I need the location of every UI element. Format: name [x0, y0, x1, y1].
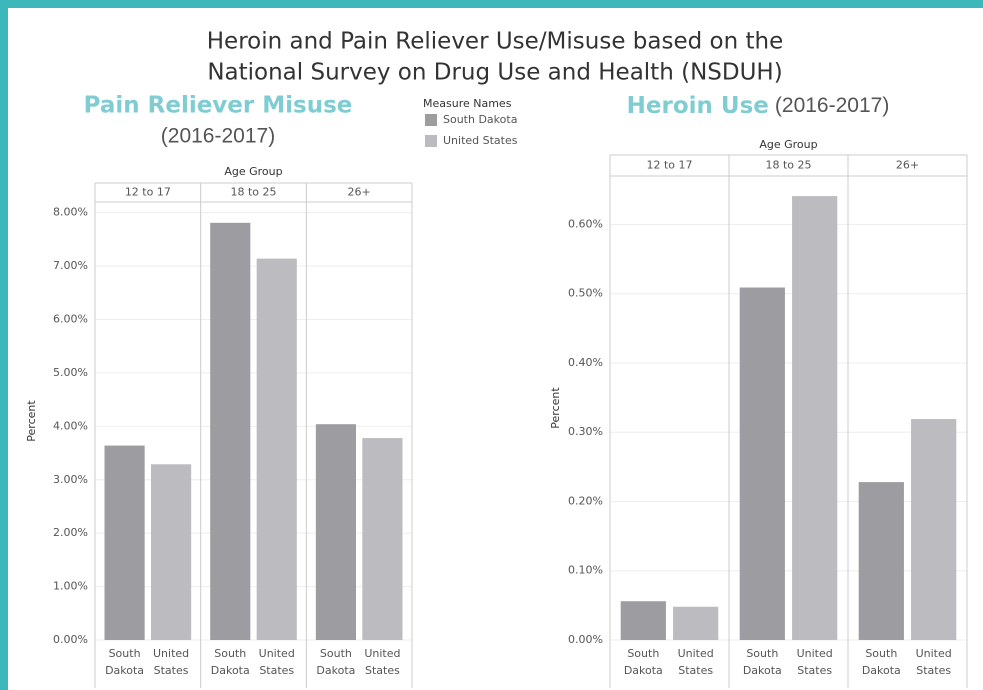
chart-subtitle: (2016-2017)	[161, 125, 275, 148]
bar	[792, 196, 838, 640]
y-tick-label: 0.60%	[568, 217, 603, 230]
x-label-box: South Dakota	[861, 647, 901, 677]
y-tick-label: 0.10%	[568, 564, 603, 577]
y-tick-label: 0.00%	[53, 633, 88, 646]
x-tick-label: South Dakota	[210, 647, 250, 677]
legend-label: United States	[443, 134, 518, 147]
facet-label: 12 to 17	[646, 159, 692, 172]
bar	[210, 222, 251, 640]
x-tick-label: United States	[796, 647, 833, 677]
main-title: Heroin and Pain Reliever Use/Misuse base…	[207, 29, 784, 55]
bar	[739, 287, 785, 640]
legend-swatch	[425, 135, 437, 147]
y-axis-title: Percent	[549, 387, 562, 429]
y-tick-label: 2.00%	[53, 526, 88, 539]
bar	[911, 419, 957, 640]
y-tick-label: 0.20%	[568, 494, 603, 507]
y-tick-label: 4.00%	[53, 419, 88, 432]
bar	[858, 482, 904, 640]
y-tick-label: 3.00%	[53, 473, 88, 486]
bar	[151, 464, 192, 640]
chart-subtitle: (2016-2017)	[775, 94, 889, 117]
x-tick-label: South Dakota	[742, 647, 782, 677]
bar	[673, 606, 719, 640]
facet-label: 18 to 25	[765, 159, 811, 172]
facet-label: 26+	[896, 159, 919, 172]
bar	[104, 445, 145, 640]
main-title: National Survey on Drug Use and Health (…	[207, 60, 782, 86]
x-label-box: United States	[677, 647, 714, 677]
x-label-box: South Dakota	[105, 647, 145, 677]
x-tick-label: South Dakota	[105, 647, 145, 677]
x-tick-label: South Dakota	[316, 647, 356, 677]
y-tick-label: 1.00%	[53, 580, 88, 593]
facet-label: 18 to 25	[230, 186, 276, 199]
y-tick-label: 6.00%	[53, 313, 88, 326]
facet-label: 26+	[348, 186, 371, 199]
x-label-box: South Dakota	[210, 647, 250, 677]
x-label-box: United States	[915, 647, 952, 677]
bar	[256, 258, 297, 640]
y-tick-label: 0.00%	[568, 633, 603, 646]
y-tick-label: 5.00%	[53, 366, 88, 379]
x-label-box: South Dakota	[316, 647, 356, 677]
legend-label: South Dakota	[443, 113, 517, 126]
x-label-box: South Dakota	[742, 647, 782, 677]
x-label-box: United States	[364, 647, 401, 677]
x-tick-label: United States	[677, 647, 714, 677]
x-tick-label: South Dakota	[861, 647, 901, 677]
y-tick-label: 7.00%	[53, 259, 88, 272]
border-left	[0, 0, 8, 690]
bar	[620, 601, 666, 640]
x-label-box: United States	[796, 647, 833, 677]
x-tick-label: United States	[915, 647, 952, 677]
x-tick-label: United States	[152, 647, 190, 677]
bar	[315, 424, 356, 640]
chart-title: Pain Reliever Misuse	[84, 93, 353, 119]
x-label-box: United States	[152, 647, 190, 677]
chart-title: Heroin Use (2016-2017)	[627, 93, 890, 119]
legend-title: Measure Names	[423, 97, 512, 110]
y-axis-title: Percent	[25, 400, 38, 442]
border-top	[0, 0, 983, 8]
x-label-box: South Dakota	[623, 647, 663, 677]
x-label-box: United States	[258, 647, 295, 677]
facet-axis-title: Age Group	[224, 165, 282, 178]
x-tick-label: South Dakota	[623, 647, 663, 677]
y-tick-label: 8.00%	[53, 206, 88, 219]
y-tick-label: 0.30%	[568, 425, 603, 438]
x-tick-label: United States	[258, 647, 295, 677]
facet-axis-title: Age Group	[759, 138, 817, 151]
facet-label: 12 to 17	[125, 186, 171, 199]
bar	[362, 438, 403, 640]
y-tick-label: 0.40%	[568, 356, 603, 369]
legend-swatch	[425, 114, 437, 126]
y-tick-label: 0.50%	[568, 287, 603, 300]
chart-title: Heroin Use	[627, 93, 769, 119]
x-tick-label: United States	[364, 647, 401, 677]
